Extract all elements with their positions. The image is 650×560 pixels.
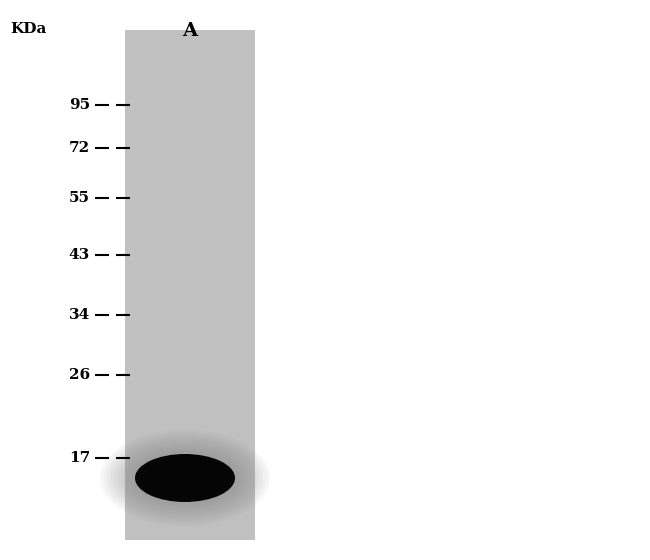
Ellipse shape (111, 437, 259, 519)
Ellipse shape (135, 454, 235, 502)
Ellipse shape (128, 449, 242, 507)
Text: 26: 26 (69, 368, 90, 382)
Text: 72: 72 (69, 141, 90, 155)
FancyBboxPatch shape (125, 30, 255, 540)
Text: 34: 34 (69, 308, 90, 322)
Ellipse shape (103, 432, 266, 524)
Ellipse shape (118, 442, 252, 514)
Text: 43: 43 (69, 248, 90, 262)
Text: KDa: KDa (10, 22, 46, 36)
Ellipse shape (131, 451, 239, 505)
Ellipse shape (107, 435, 263, 521)
Text: 95: 95 (69, 98, 90, 112)
Ellipse shape (125, 447, 246, 509)
Ellipse shape (114, 440, 256, 516)
Text: 55: 55 (69, 191, 90, 205)
Text: 17: 17 (69, 451, 90, 465)
Text: A: A (183, 22, 198, 40)
Ellipse shape (121, 445, 249, 512)
Ellipse shape (100, 430, 270, 526)
